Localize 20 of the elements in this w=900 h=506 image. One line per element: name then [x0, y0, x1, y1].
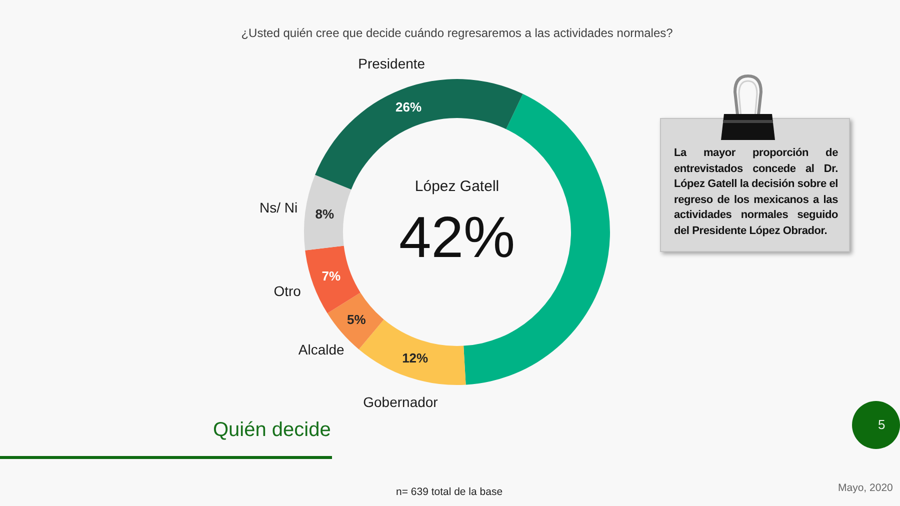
- data-label: 7%: [322, 268, 341, 284]
- data-label: 5%: [347, 312, 366, 327]
- text: Mayo, 2020: [838, 482, 893, 494]
- data-label: 26%: [395, 100, 422, 115]
- donut-slice: [305, 246, 360, 314]
- text: Quién decide: [213, 419, 331, 442]
- slice-label: López Gatell: [414, 178, 500, 195]
- data-label: 12%: [402, 350, 429, 366]
- data-label: 8%: [315, 206, 334, 222]
- slice-label: Alcalde: [298, 341, 345, 358]
- donut-slice: [304, 174, 352, 250]
- slice-label: Ns/ Ni: [259, 200, 298, 216]
- data-label: 42%: [398, 205, 516, 270]
- slice-label: Gobernador: [363, 394, 438, 410]
- text: n= 639 total de la base: [396, 486, 503, 498]
- note-card: La mayor proporción de entrevistados concede al Dr. López Gatell la decisión sobre el regreso de los mexicanos a las actividades normales seguido del Presidente López Obrador.: [660, 118, 850, 252]
- chart-title: ¿Usted quién cree que decide cuándo regresaremos a las actividades normales?: [241, 26, 674, 40]
- slice-label: Presidente: [358, 55, 426, 72]
- slice-label: Otro: [274, 283, 302, 300]
- text: 5: [878, 417, 886, 432]
